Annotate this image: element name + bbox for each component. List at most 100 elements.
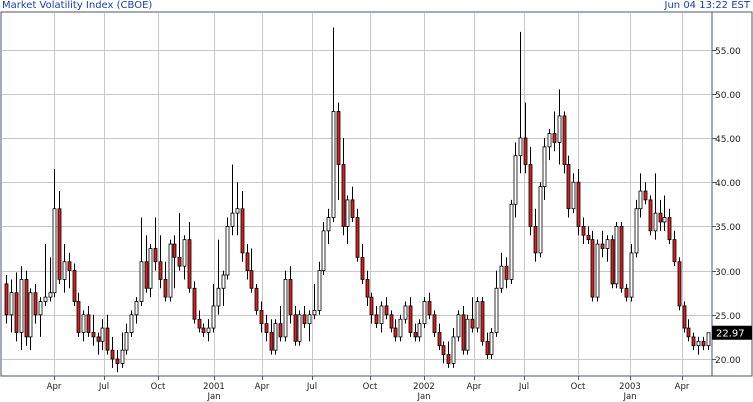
y-tick-label: 20.00 xyxy=(715,356,741,366)
x-tick-label: Jan xyxy=(206,392,220,402)
y-tick-label: 55.00 xyxy=(715,47,741,57)
candle-down xyxy=(153,248,158,263)
candle-up xyxy=(317,270,322,311)
x-tick-label: Oct xyxy=(151,382,166,392)
x-tick-label: Apr xyxy=(675,382,690,392)
candle-down xyxy=(552,133,557,143)
candle-down xyxy=(441,345,446,355)
candle-up xyxy=(398,318,403,338)
candle-up xyxy=(403,305,408,320)
y-tick-label: 40.00 xyxy=(715,179,741,189)
candle-down xyxy=(600,243,605,249)
candle-down xyxy=(96,336,101,342)
candle-down xyxy=(67,261,72,272)
candle-down xyxy=(365,279,370,298)
candle-up xyxy=(216,287,221,307)
candle-up xyxy=(168,243,173,298)
candle-up xyxy=(494,287,499,333)
candle-down xyxy=(192,287,197,320)
candle-up xyxy=(557,115,562,143)
x-tick-label: 2001 xyxy=(203,382,225,392)
candle-down xyxy=(201,327,206,333)
candle-up xyxy=(638,190,643,210)
candle-down xyxy=(264,323,269,333)
candle-down xyxy=(672,239,677,263)
candle-down xyxy=(624,287,629,298)
y-tick-label: 50.00 xyxy=(715,91,741,101)
candle-down xyxy=(197,318,202,329)
candle-down xyxy=(504,265,509,280)
candle-down xyxy=(658,212,663,223)
candle-down xyxy=(163,279,168,298)
candle-down xyxy=(682,305,687,329)
candle-down xyxy=(667,217,672,241)
candle-down xyxy=(446,354,451,364)
candle-up xyxy=(499,265,504,289)
x-tick-label: Oct xyxy=(571,382,586,392)
candle-up xyxy=(465,318,470,351)
candle-down xyxy=(408,305,413,333)
candle-down xyxy=(24,279,29,338)
candle-up xyxy=(571,181,576,210)
candle-down xyxy=(393,327,398,338)
x-tick-label: Apr xyxy=(467,382,482,392)
candle-down xyxy=(288,279,293,316)
candle-up xyxy=(653,212,658,232)
last-value-badge: 22.97 xyxy=(712,325,752,340)
candles xyxy=(4,27,711,373)
candle-up xyxy=(129,314,134,333)
candle-up xyxy=(312,309,317,316)
candle-down xyxy=(302,314,307,325)
chart-timestamp: Jun 04 13:22 EST xyxy=(664,0,750,11)
candle-up xyxy=(19,279,24,333)
candle-down xyxy=(33,292,38,316)
candle-down xyxy=(374,314,379,325)
candle-up xyxy=(62,261,67,280)
candle-down xyxy=(91,332,96,338)
candle-down xyxy=(643,190,648,201)
x-tick-label: Apr xyxy=(255,382,270,392)
candle-down xyxy=(245,252,250,271)
candle-up xyxy=(542,146,547,188)
candle-down xyxy=(341,164,346,227)
x-tick-label: 2002 xyxy=(413,382,435,392)
candle-up xyxy=(139,261,144,302)
candle-up xyxy=(422,301,427,325)
candle-up xyxy=(417,323,422,338)
last-value-label: 22.97 xyxy=(716,329,745,340)
candle-up xyxy=(605,239,610,249)
candle-up xyxy=(629,252,634,298)
candle-down xyxy=(619,225,624,289)
candle-down xyxy=(610,239,615,285)
candle-up xyxy=(273,323,278,351)
candle-up xyxy=(662,217,667,223)
candle-down xyxy=(4,283,9,316)
candle-down xyxy=(240,208,245,254)
x-tick-label: Jan xyxy=(622,392,636,402)
candle-down xyxy=(278,323,283,338)
candle-down xyxy=(269,332,274,351)
candle-down xyxy=(14,292,19,333)
candle-down xyxy=(581,225,586,236)
candle-down xyxy=(249,270,254,289)
candle-up xyxy=(182,239,187,267)
y-tick-label: 35.00 xyxy=(715,223,741,233)
candle-up xyxy=(547,133,552,148)
candle-down xyxy=(293,314,298,342)
last-value-box xyxy=(712,325,752,340)
candle-up xyxy=(379,305,384,325)
candle-up xyxy=(211,305,216,329)
candle-down xyxy=(470,318,475,329)
x-tick-label: Jul xyxy=(518,382,529,392)
candle-up xyxy=(221,274,226,289)
candle-down xyxy=(480,301,485,342)
candle-down xyxy=(254,287,259,311)
candle-down xyxy=(72,270,77,302)
candle-down xyxy=(187,239,192,289)
candle-up xyxy=(283,279,288,338)
candle-down xyxy=(158,261,163,280)
candle-up xyxy=(9,292,14,316)
